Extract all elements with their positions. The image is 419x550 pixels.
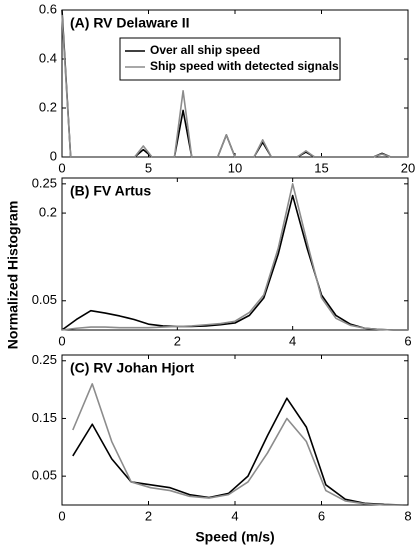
- x-tick-label: 6: [404, 333, 411, 348]
- series-line: [72, 397, 404, 506]
- axes-frame: [61, 354, 409, 506]
- panel-title: (A) RV Delaware II: [70, 15, 190, 31]
- x-tick-label: 6: [318, 508, 325, 523]
- x-tick-label: 10: [228, 160, 242, 175]
- panel-title: (C) RV Johan Hjort: [70, 360, 195, 376]
- y-tick-label: 0.2: [39, 99, 57, 114]
- x-tick-label: 0: [58, 333, 65, 348]
- y-tick-label: 0.25: [32, 352, 57, 367]
- y-tick-label: 0: [50, 148, 57, 163]
- series-line: [61, 194, 408, 331]
- y-tick-label: 0.05: [32, 292, 57, 307]
- x-tick-label: 4: [231, 508, 238, 523]
- x-tick-label: 0: [58, 160, 65, 175]
- x-tick-label: 4: [289, 333, 296, 348]
- y-tick-label: 0.2: [39, 205, 57, 220]
- axes-frame: [61, 177, 409, 331]
- x-tick-label: 15: [314, 160, 328, 175]
- x-tick-label: 2: [174, 333, 181, 348]
- axes-frame: [61, 9, 409, 158]
- y-tick-label: 0.05: [32, 468, 57, 483]
- x-tick-label: 2: [145, 508, 152, 523]
- panel-title: (B) FV Artus: [70, 183, 151, 199]
- y-axis-label: Normalized Histogram: [5, 201, 21, 350]
- y-tick-label: 0.15: [32, 410, 57, 425]
- x-tick-label: 0: [58, 508, 65, 523]
- series-line: [61, 9, 408, 158]
- series-line: [72, 383, 404, 506]
- y-tick-label: 0.4: [39, 50, 57, 65]
- series-line: [61, 14, 408, 158]
- x-tick-label: 8: [404, 508, 411, 523]
- legend-label: Ship speed with detected signals: [150, 59, 339, 73]
- legend-label: Over all ship speed: [150, 43, 260, 57]
- x-tick-label: 20: [401, 160, 415, 175]
- legend-box: [119, 37, 341, 81]
- y-tick-label: 0.6: [39, 1, 57, 16]
- series-line: [61, 183, 408, 331]
- y-tick-label: 0.25: [32, 175, 57, 190]
- x-tick-label: 5: [145, 160, 152, 175]
- x-axis-label: Speed (m/s): [195, 529, 274, 545]
